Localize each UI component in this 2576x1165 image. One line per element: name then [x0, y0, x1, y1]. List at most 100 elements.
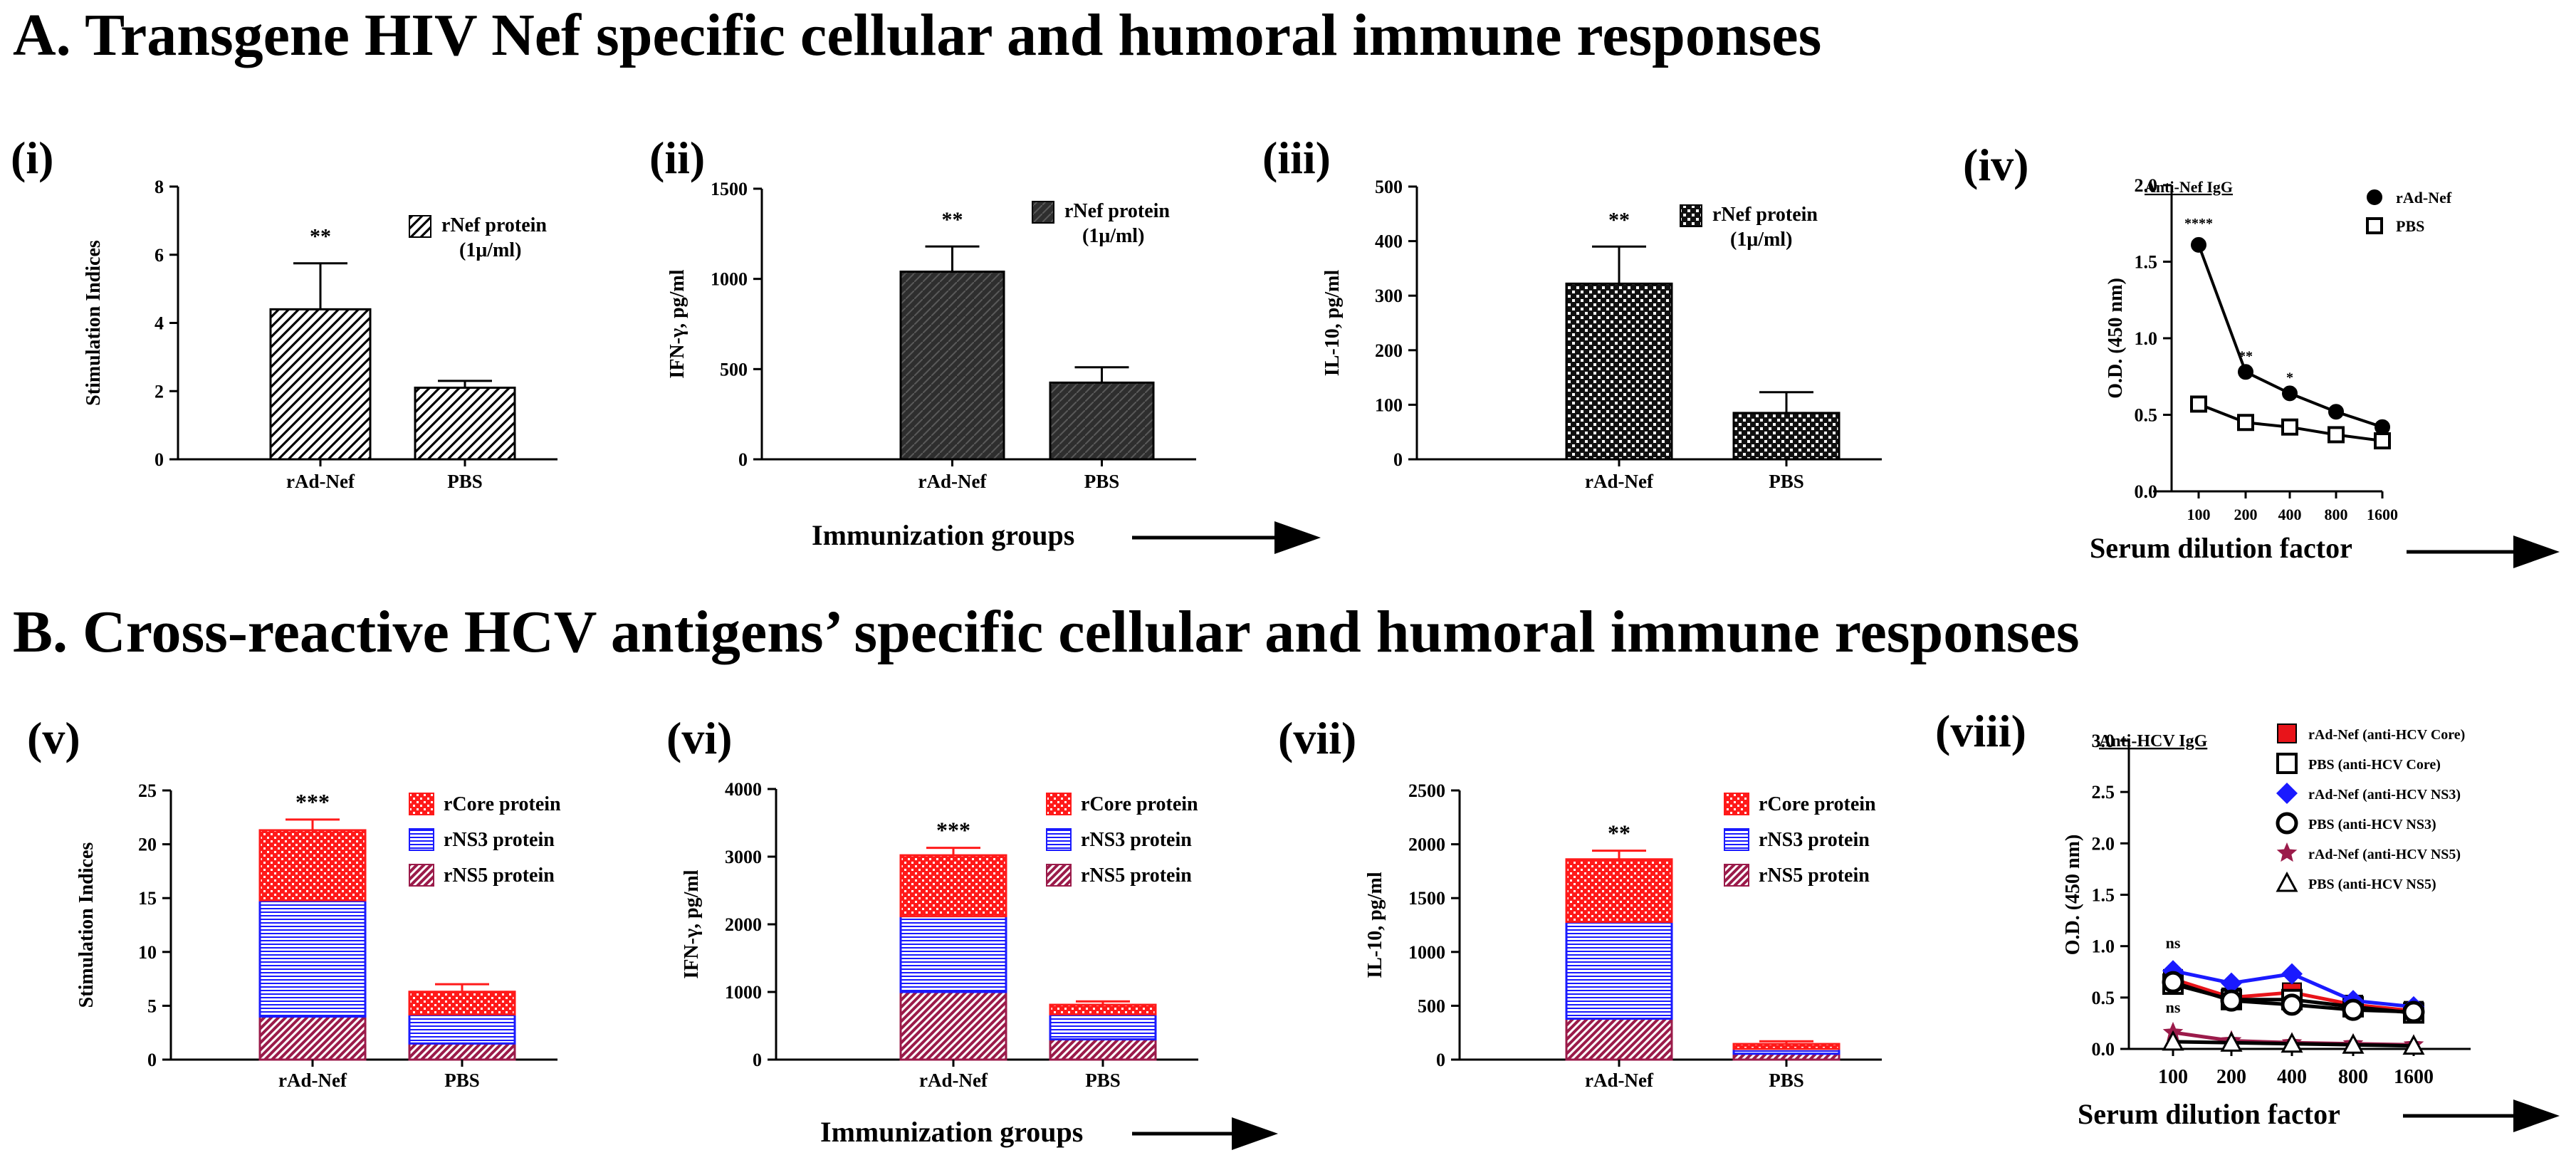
arrows-layer: [1132, 521, 2560, 1150]
segment-rcore-pbs: [1732, 1043, 1841, 1050]
segment-rcore-pbs: [1049, 1003, 1157, 1015]
y-tick-label: 100: [1375, 395, 1403, 415]
legend-label: rAd-Nef (anti-HCV NS3): [2308, 787, 2461, 803]
legend-swatch: [409, 828, 434, 851]
segment-rns3-pbs: [408, 1013, 516, 1045]
y-tick-label: 20: [138, 835, 157, 855]
arrow-b: [1132, 1117, 1278, 1150]
y-tick-label: 1.5: [2092, 885, 2115, 906]
x-group-label-viii: Serum dilution factor: [2078, 1098, 2340, 1130]
data-point: [2328, 404, 2344, 420]
y-tick-label: 0: [738, 449, 748, 470]
legend-label: rCore protein: [1759, 793, 1876, 815]
x-tick-label: rAd-Nef: [1585, 1070, 1654, 1091]
chart-vi: 0 1000 2000 3000 4000 IFN-γ, pg/ml rAd-Nef *** P…: [681, 779, 1198, 1091]
data-point: [2190, 395, 2207, 413]
x-tick-label: 400: [2278, 506, 2302, 523]
data-point: [2366, 217, 2383, 234]
significance-label: ***: [936, 817, 970, 843]
data-point: [2221, 972, 2242, 994]
y-tick-label: 15: [138, 888, 157, 909]
x-tick-label: PBS: [444, 1070, 480, 1091]
y-tick-label: 500: [720, 359, 748, 380]
legend-label: rCore protein: [444, 793, 561, 815]
x-tick-label: rAd-Nef: [1585, 471, 1654, 492]
legend-label: PBS (anti-HCV Core): [2308, 757, 2441, 773]
legend-label: (1μ/ml): [1730, 229, 1792, 251]
y-tick-label: 2.0: [2092, 833, 2115, 854]
segment-rns3-rad-nef: [258, 899, 367, 1018]
x-group-label-a: Immunization groups: [812, 519, 1075, 551]
legend-label: PBS (anti-HCV NS3): [2308, 817, 2436, 832]
x-tick-label: rAd-Nef: [918, 471, 988, 492]
data-point: [2276, 871, 2298, 892]
y-axis-label: Stimulation Indices: [75, 842, 98, 1008]
section-a-title: A. Transgene HIV Nef specific cellular a…: [13, 2, 1822, 68]
legend-label: rNef protein: [1064, 200, 1170, 222]
chart-viii: 0.0 0.5 1.0 1.5 2.0 2.5 3.0 O.D. (450 nm) 100 200…: [2062, 723, 2471, 1088]
x-tick-label: 800: [2325, 506, 2348, 523]
x-tick-label: PBS: [1769, 1070, 1804, 1091]
segment-rcore-pbs: [408, 991, 516, 1015]
x-tick-label: 100: [2187, 506, 2211, 523]
arrow-a: [1132, 521, 1321, 554]
bar-rad-nef: [1565, 282, 1673, 461]
data-point: [2238, 364, 2253, 380]
legend-swatch: [1046, 793, 1072, 815]
segment-rns5-rad-nef: [1565, 1018, 1673, 1061]
significance-label: **: [1608, 820, 1630, 846]
segment-rcore-rad-nef: [258, 829, 367, 902]
y-tick-label: 0: [753, 1050, 762, 1070]
segment-rns5-pbs: [1049, 1038, 1157, 1061]
significance-label: *: [2286, 370, 2293, 385]
y-tick-label: 0.5: [2135, 405, 2158, 426]
chart-iii: 0 100 200 300 400 500 IL-10, pg/ml rAd-Nef ** PBS…: [1321, 177, 1882, 492]
x-tick-label: PBS: [447, 471, 483, 492]
x-group-label-iv: Serum dilution factor: [2090, 532, 2352, 564]
data-point: [2281, 993, 2303, 1016]
legend-swatch: [1680, 204, 1702, 227]
y-tick-label: 1000: [711, 269, 748, 290]
panel-label-iv: (iv): [1963, 140, 2029, 190]
y-tick-label: 10: [138, 942, 157, 963]
significance-label: **: [1608, 208, 1630, 231]
legend-label: rAd-Nef (anti-HCV NS5): [2308, 847, 2461, 862]
y-axis-label: IFN-γ, pg/ml: [681, 869, 703, 978]
arrow-iv: [2407, 536, 2560, 568]
legend-label: rNS5 protein: [444, 864, 555, 887]
legend-swatch: [409, 864, 434, 887]
data-point: [2162, 1030, 2184, 1051]
segment-rcore-rad-nef: [899, 854, 1007, 918]
data-point: [2374, 432, 2391, 450]
significance-label: **: [2239, 348, 2253, 364]
y-tick-label: 25: [138, 780, 157, 801]
y-tick-label: 1.5: [2135, 252, 2158, 273]
y-tick-label: 0: [147, 1050, 157, 1070]
bar-rad-nef: [269, 308, 372, 461]
legend-swatch: [1046, 864, 1072, 887]
y-tick-label: 1.0: [2135, 328, 2158, 349]
y-axis-label: IL-10, pg/ml: [1321, 270, 1344, 377]
legend-label: (1μ/ml): [459, 239, 521, 261]
significance-label: ns: [2166, 934, 2181, 951]
significance-label: ****: [2184, 216, 2213, 231]
section-b-title: B. Cross-reactive HCV antigens’ specific…: [13, 599, 2080, 665]
data-point: [2162, 971, 2184, 993]
x-tick-label: rAd-Nef: [919, 1070, 988, 1091]
panel-label-iii: (iii): [1262, 132, 1331, 183]
y-tick-label: 500: [1375, 177, 1403, 197]
y-tick-label: 2500: [1408, 780, 1445, 801]
significance-label: ***: [295, 789, 330, 815]
y-tick-label: 1000: [1408, 942, 1445, 963]
legend-label: PBS (anti-HCV NS5): [2308, 877, 2436, 892]
bar-rad-nef: [899, 271, 1005, 461]
data-point: [2402, 1034, 2425, 1055]
legend-swatch: [1724, 828, 1749, 851]
legend-label: rAd-Nef (anti-HCV Core): [2308, 727, 2465, 743]
data-point: [2342, 998, 2365, 1021]
y-tick-label: 4: [155, 313, 164, 334]
chart-ii: 0 500 1000 1500 IFN-γ, pg/ml rAd-Nef ** PBS rNef…: [666, 179, 1196, 492]
legend-label: rNS3 protein: [444, 829, 555, 851]
x-tick-label: 200: [2234, 506, 2258, 523]
